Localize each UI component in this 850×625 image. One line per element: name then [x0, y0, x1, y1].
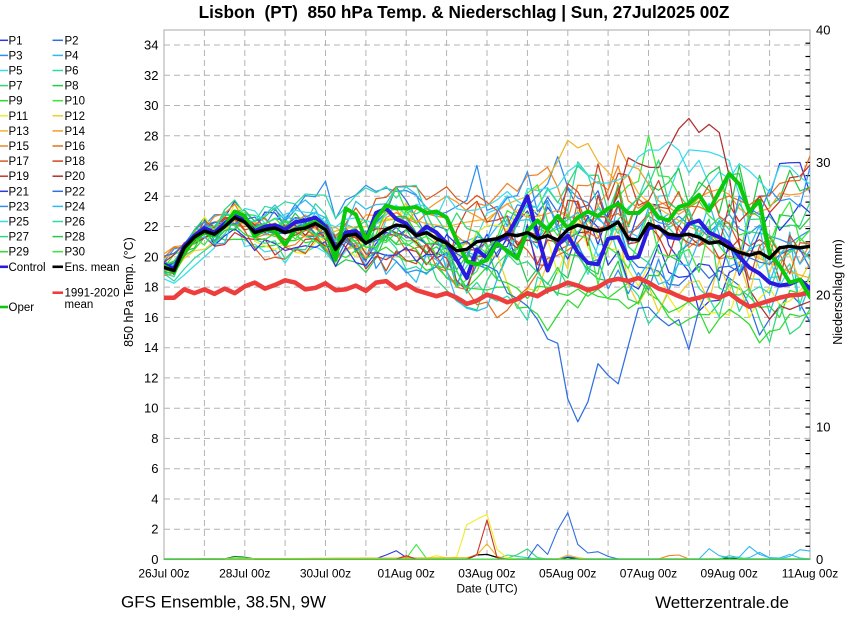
svg-text:P15: P15 — [9, 141, 29, 153]
svg-text:Control: Control — [9, 262, 46, 274]
svg-text:30: 30 — [144, 98, 158, 113]
svg-text:11Aug 00z: 11Aug 00z — [782, 567, 839, 581]
svg-text:P13: P13 — [9, 126, 29, 138]
svg-text:20: 20 — [144, 249, 158, 264]
svg-text:P7: P7 — [9, 81, 23, 93]
svg-text:P16: P16 — [65, 141, 85, 153]
svg-text:14: 14 — [144, 340, 158, 355]
svg-text:18: 18 — [144, 280, 158, 295]
svg-text:P22: P22 — [65, 186, 85, 198]
svg-text:32: 32 — [144, 68, 158, 83]
svg-text:P28: P28 — [65, 232, 85, 244]
svg-text:850 hPa Temp. (°C): 850 hPa Temp. (°C) — [122, 237, 136, 347]
svg-text:P14: P14 — [65, 126, 86, 138]
svg-text:Ens. mean: Ens. mean — [65, 262, 120, 274]
svg-text:P11: P11 — [9, 111, 29, 123]
svg-text:P10: P10 — [65, 96, 85, 108]
svg-text:05Aug 00z: 05Aug 00z — [539, 567, 596, 581]
svg-text:GFS Ensemble, 38.5N, 9W: GFS Ensemble, 38.5N, 9W — [121, 593, 326, 612]
svg-text:1991-2020: 1991-2020 — [65, 288, 120, 300]
svg-text:09Aug 00z: 09Aug 00z — [701, 567, 758, 581]
svg-text:P1: P1 — [9, 35, 23, 47]
svg-text:30Jul 00z: 30Jul 00z — [300, 567, 351, 581]
svg-text:P5: P5 — [9, 66, 23, 78]
svg-text:26: 26 — [144, 159, 158, 174]
svg-text:30: 30 — [816, 155, 830, 170]
svg-text:10: 10 — [144, 401, 158, 416]
svg-text:24: 24 — [144, 189, 158, 204]
svg-text:28: 28 — [144, 128, 158, 143]
svg-text:P21: P21 — [9, 186, 29, 198]
svg-text:Lisbon (PT) 850 hPa Temp. &: Lisbon (PT) 850 hPa Temp. & Niederschlag… — [199, 2, 730, 22]
svg-text:P4: P4 — [65, 50, 80, 62]
svg-text:34: 34 — [144, 38, 158, 53]
svg-text:26Jul 00z: 26Jul 00z — [138, 567, 189, 581]
svg-text:Date (UTC): Date (UTC) — [456, 582, 517, 596]
svg-text:P29: P29 — [9, 247, 29, 259]
svg-text:01Aug 00z: 01Aug 00z — [378, 567, 435, 581]
svg-text:12: 12 — [144, 370, 158, 385]
svg-text:P27: P27 — [9, 232, 29, 244]
svg-text:P20: P20 — [65, 171, 85, 183]
svg-text:P19: P19 — [9, 171, 29, 183]
svg-text:Oper: Oper — [9, 302, 35, 314]
svg-text:P17: P17 — [9, 156, 29, 168]
svg-text:P9: P9 — [9, 96, 23, 108]
svg-text:6: 6 — [151, 461, 158, 476]
svg-text:Wetterzentrale.de: Wetterzentrale.de — [655, 593, 789, 612]
svg-text:P30: P30 — [65, 247, 85, 259]
svg-text:07Aug 00z: 07Aug 00z — [620, 567, 677, 581]
svg-text:P23: P23 — [9, 201, 29, 213]
svg-text:P2: P2 — [65, 35, 79, 47]
svg-text:10: 10 — [816, 420, 830, 435]
svg-text:P26: P26 — [65, 217, 85, 229]
svg-text:2: 2 — [151, 522, 158, 537]
svg-text:P24: P24 — [65, 201, 86, 213]
svg-text:40: 40 — [816, 23, 830, 38]
svg-text:P18: P18 — [65, 156, 85, 168]
svg-text:28Jul 00z: 28Jul 00z — [219, 567, 270, 581]
svg-text:16: 16 — [144, 310, 158, 325]
svg-text:20: 20 — [816, 287, 830, 302]
svg-text:22: 22 — [144, 219, 158, 234]
svg-text:P6: P6 — [65, 66, 79, 78]
svg-text:P8: P8 — [65, 81, 79, 93]
svg-text:8: 8 — [151, 431, 158, 446]
svg-text:P3: P3 — [9, 50, 23, 62]
svg-text:P12: P12 — [65, 111, 85, 123]
svg-text:Niederschlag (mm): Niederschlag (mm) — [831, 239, 845, 345]
svg-text:mean: mean — [65, 299, 94, 311]
svg-text:03Aug 00z: 03Aug 00z — [458, 567, 515, 581]
svg-text:0: 0 — [816, 552, 823, 567]
svg-text:P25: P25 — [9, 217, 29, 229]
svg-text:0: 0 — [151, 552, 158, 567]
svg-text:4: 4 — [151, 491, 158, 506]
